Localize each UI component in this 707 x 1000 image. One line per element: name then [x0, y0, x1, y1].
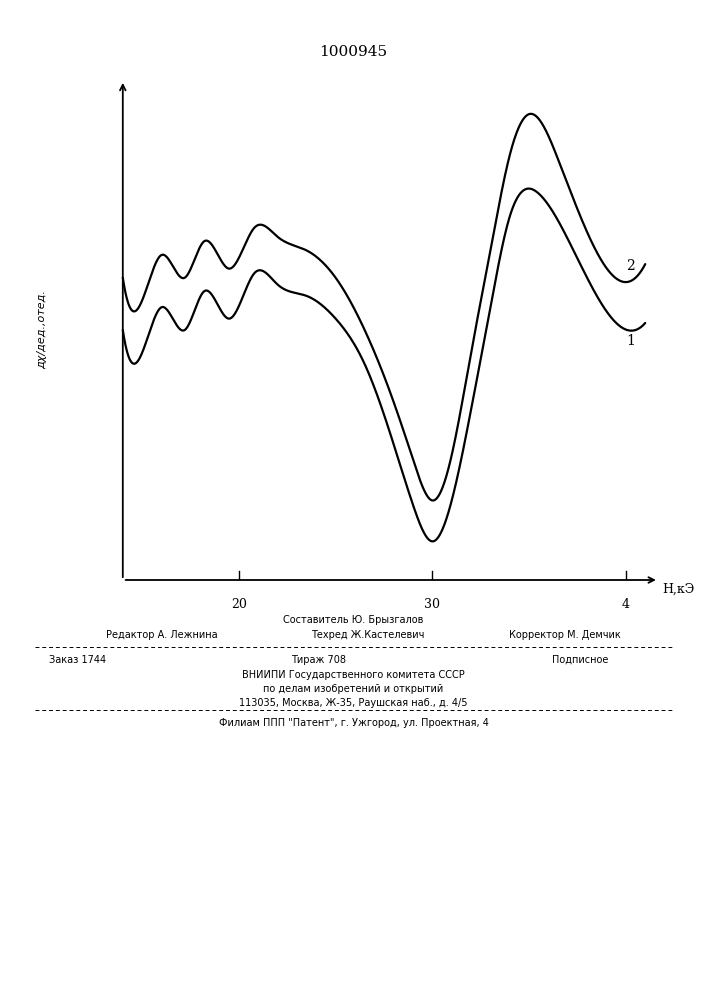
Text: 20: 20	[231, 598, 247, 611]
Text: Подписное: Подписное	[551, 655, 608, 665]
Text: Составитель Ю. Брызгалов: Составитель Ю. Брызгалов	[284, 615, 423, 625]
Text: 1: 1	[626, 334, 635, 348]
Text: Редактор А. Лежнина: Редактор А. Лежнина	[106, 630, 218, 640]
Text: Тираж 708: Тираж 708	[291, 655, 346, 665]
Text: 30: 30	[424, 598, 440, 611]
Text: Филиам ППП "Патент", г. Ужгород, ул. Проектная, 4: Филиам ППП "Патент", г. Ужгород, ул. Про…	[218, 718, 489, 728]
Text: Н,кЭ: Н,кЭ	[662, 583, 695, 596]
Text: 4: 4	[622, 598, 630, 611]
Text: дχ/дед.,отед.: дχ/дед.,отед.	[37, 291, 47, 369]
Text: 2: 2	[626, 259, 635, 273]
Text: ВНИИПИ Государственного комитета СССР: ВНИИПИ Государственного комитета СССР	[242, 670, 465, 680]
Text: по делам изобретений и открытий: по делам изобретений и открытий	[264, 684, 443, 694]
Text: Техред Ж.Кастелевич: Техред Ж.Кастелевич	[311, 630, 424, 640]
Text: Корректор М. Демчик: Корректор М. Демчик	[509, 630, 621, 640]
Text: 113035, Москва, Ж-35, Раушская наб., д. 4/5: 113035, Москва, Ж-35, Раушская наб., д. …	[239, 698, 468, 708]
Text: 1000945: 1000945	[320, 45, 387, 59]
Text: Заказ 1744: Заказ 1744	[49, 655, 107, 665]
